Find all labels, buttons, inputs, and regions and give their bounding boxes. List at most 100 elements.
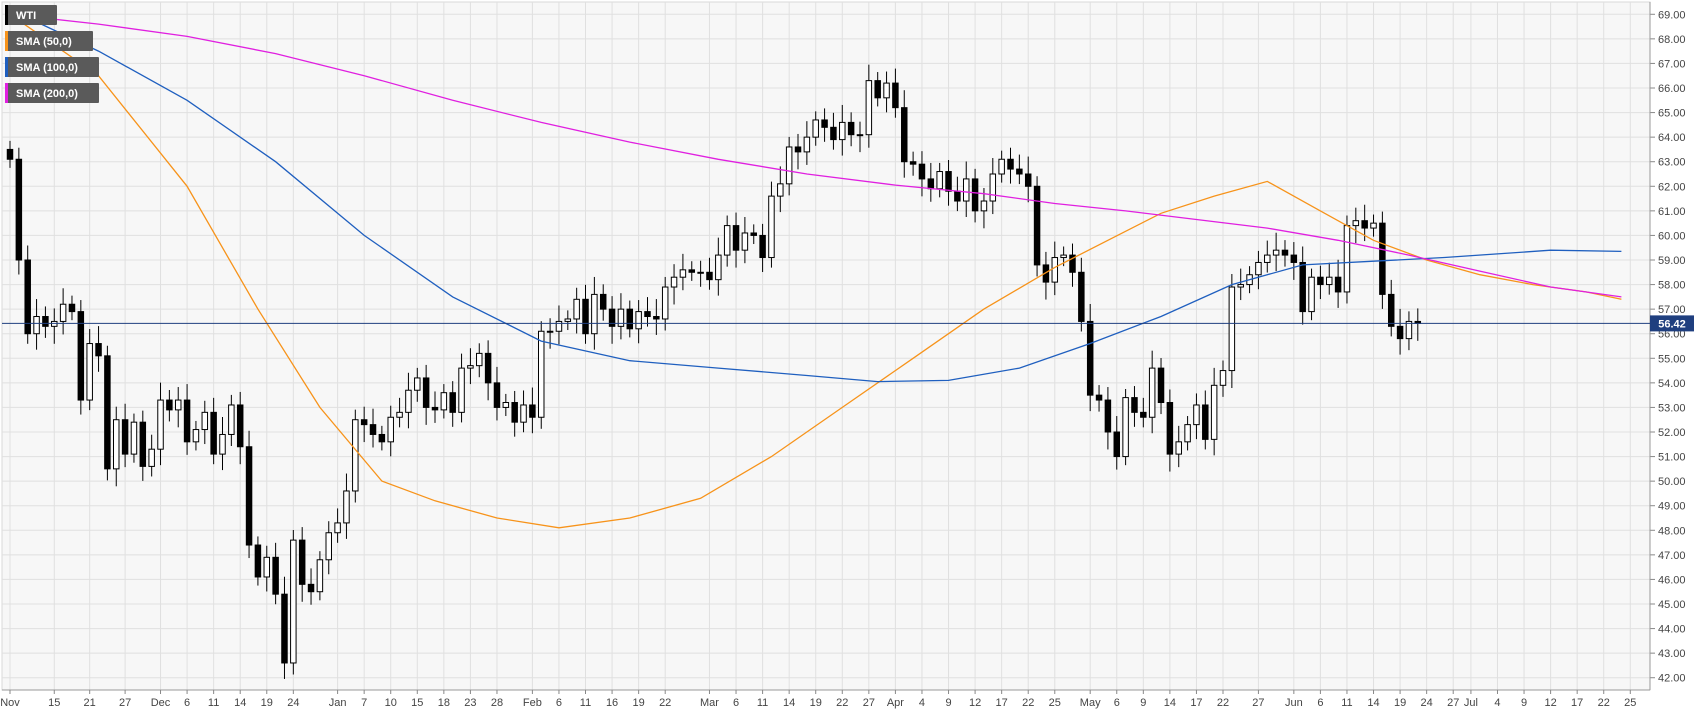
legend-box bbox=[5, 31, 93, 51]
x-tick-label: May bbox=[1080, 697, 1101, 709]
candle-down bbox=[1104, 399, 1112, 433]
candle-down bbox=[484, 352, 492, 384]
x-tick-label: Nov bbox=[0, 697, 20, 709]
x-tick-label: 11 bbox=[757, 697, 768, 709]
candle-up bbox=[405, 389, 412, 413]
candle-up bbox=[316, 559, 324, 593]
candle-up bbox=[537, 330, 545, 418]
legend-item-sma-200-0[interactable]: SMA (200,0) bbox=[5, 83, 99, 103]
candle-up bbox=[476, 352, 483, 367]
candle-down bbox=[1387, 293, 1395, 327]
x-tick-label: 27 bbox=[1447, 697, 1459, 709]
x-tick-label: 6 bbox=[556, 697, 562, 709]
candle-down bbox=[608, 308, 616, 327]
x-tick-label: Apr bbox=[887, 697, 904, 709]
candle-down bbox=[298, 539, 306, 585]
candle-up bbox=[661, 286, 669, 320]
candle-down bbox=[927, 178, 935, 190]
x-tick-label: Dec bbox=[151, 697, 171, 709]
candle-up bbox=[962, 178, 970, 202]
legend-label: SMA (50,0) bbox=[16, 36, 72, 48]
candle-up bbox=[1122, 397, 1129, 458]
candle-up bbox=[157, 399, 164, 450]
x-tick-label: 15 bbox=[48, 697, 60, 709]
x-tick-label: Jun bbox=[1285, 697, 1303, 709]
candle-down bbox=[1396, 325, 1404, 340]
candle-down bbox=[1317, 276, 1324, 286]
x-tick-label: 19 bbox=[1394, 697, 1406, 709]
candle-down bbox=[750, 232, 757, 236]
candle-down bbox=[254, 544, 262, 578]
x-tick-label: 10 bbox=[385, 697, 397, 709]
sma-50-0-line bbox=[9, 13, 1622, 529]
candle-up bbox=[458, 367, 465, 413]
candle-down bbox=[653, 316, 660, 320]
candle-down bbox=[1140, 411, 1147, 418]
legend-label: SMA (100,0) bbox=[16, 62, 78, 74]
legend-label: WTI bbox=[16, 10, 36, 22]
candle-down bbox=[1202, 404, 1209, 440]
candle-up bbox=[1228, 286, 1236, 372]
candle-down bbox=[971, 178, 979, 212]
candle-down bbox=[24, 259, 31, 335]
candle-down bbox=[644, 311, 651, 318]
x-tick-label: Mar bbox=[700, 697, 719, 709]
y-tick-label: 68.00 bbox=[1658, 34, 1686, 46]
candle-up bbox=[343, 490, 350, 524]
candle-up bbox=[1060, 254, 1067, 259]
candle-up bbox=[440, 392, 448, 411]
candle-down bbox=[909, 161, 917, 165]
candle-down bbox=[236, 404, 244, 448]
candle-up bbox=[998, 158, 1005, 175]
legend-item-wti[interactable]: WTI bbox=[5, 5, 57, 25]
y-tick-label: 46.00 bbox=[1658, 574, 1686, 586]
y-tick-label: 65.00 bbox=[1658, 108, 1686, 120]
x-tick-label: 14 bbox=[1367, 697, 1379, 709]
x-tick-label: 21 bbox=[84, 697, 96, 709]
candle-down bbox=[759, 234, 766, 259]
candle-down bbox=[1334, 276, 1342, 293]
legend-item-sma-50-0[interactable]: SMA (50,0) bbox=[5, 31, 93, 51]
candle-up bbox=[263, 556, 271, 578]
candle-down bbox=[493, 382, 501, 408]
legend-box bbox=[5, 5, 57, 25]
current-price-marker: 56.42 bbox=[2, 315, 1694, 332]
legend[interactable]: WTI SMA (50,0) SMA (100,0) SMA (200,0) bbox=[5, 5, 99, 103]
candle-down bbox=[1086, 320, 1094, 396]
candle-down bbox=[1157, 367, 1165, 404]
candle-up bbox=[228, 404, 235, 435]
y-tick-label: 61.00 bbox=[1658, 206, 1686, 218]
candle-down bbox=[732, 225, 740, 251]
y-tick-label: 48.00 bbox=[1658, 525, 1686, 537]
candle-down bbox=[183, 399, 191, 443]
y-tick-label: 67.00 bbox=[1658, 58, 1686, 70]
candle-down bbox=[95, 343, 102, 357]
x-tick-label: 11 bbox=[1341, 697, 1352, 709]
candle-down bbox=[1290, 254, 1298, 263]
y-tick-label: 62.00 bbox=[1658, 181, 1686, 193]
candle-down bbox=[688, 269, 696, 273]
candle-up bbox=[174, 399, 182, 411]
y-tick-label: 45.00 bbox=[1658, 599, 1686, 611]
legend-item-sma-100-0[interactable]: SMA (100,0) bbox=[5, 57, 99, 77]
y-tick-label: 58.00 bbox=[1658, 280, 1686, 292]
x-tick-label: Feb bbox=[523, 697, 542, 709]
y-axis: 42.00 43.00 44.00 45.00 46.00 47.00 48.00 49.00… bbox=[1649, 2, 1686, 690]
candle-up bbox=[1193, 404, 1200, 426]
candle-down bbox=[954, 190, 961, 202]
y-tick-label: 44.00 bbox=[1658, 624, 1686, 636]
candle-up bbox=[1343, 225, 1351, 293]
candle-up bbox=[467, 365, 474, 369]
candle-down bbox=[794, 146, 802, 153]
candle-down bbox=[245, 446, 253, 546]
x-axis: Nov 15 21 27 Dec 6 11 14 19 24 Jan 7 10 15 18 23 28 Feb 6 1… bbox=[0, 689, 1650, 709]
candle-down bbox=[874, 80, 881, 99]
y-tick-label: 56.00 bbox=[1658, 329, 1686, 341]
candle-up bbox=[352, 419, 359, 492]
y-tick-label: 49.00 bbox=[1658, 501, 1686, 513]
y-tick-label: 69.00 bbox=[1658, 9, 1686, 21]
x-tick-label: 22 bbox=[1022, 697, 1034, 709]
candle-up bbox=[741, 232, 749, 251]
x-tick-label: 14 bbox=[234, 697, 246, 709]
x-tick-label: 27 bbox=[1252, 697, 1264, 709]
